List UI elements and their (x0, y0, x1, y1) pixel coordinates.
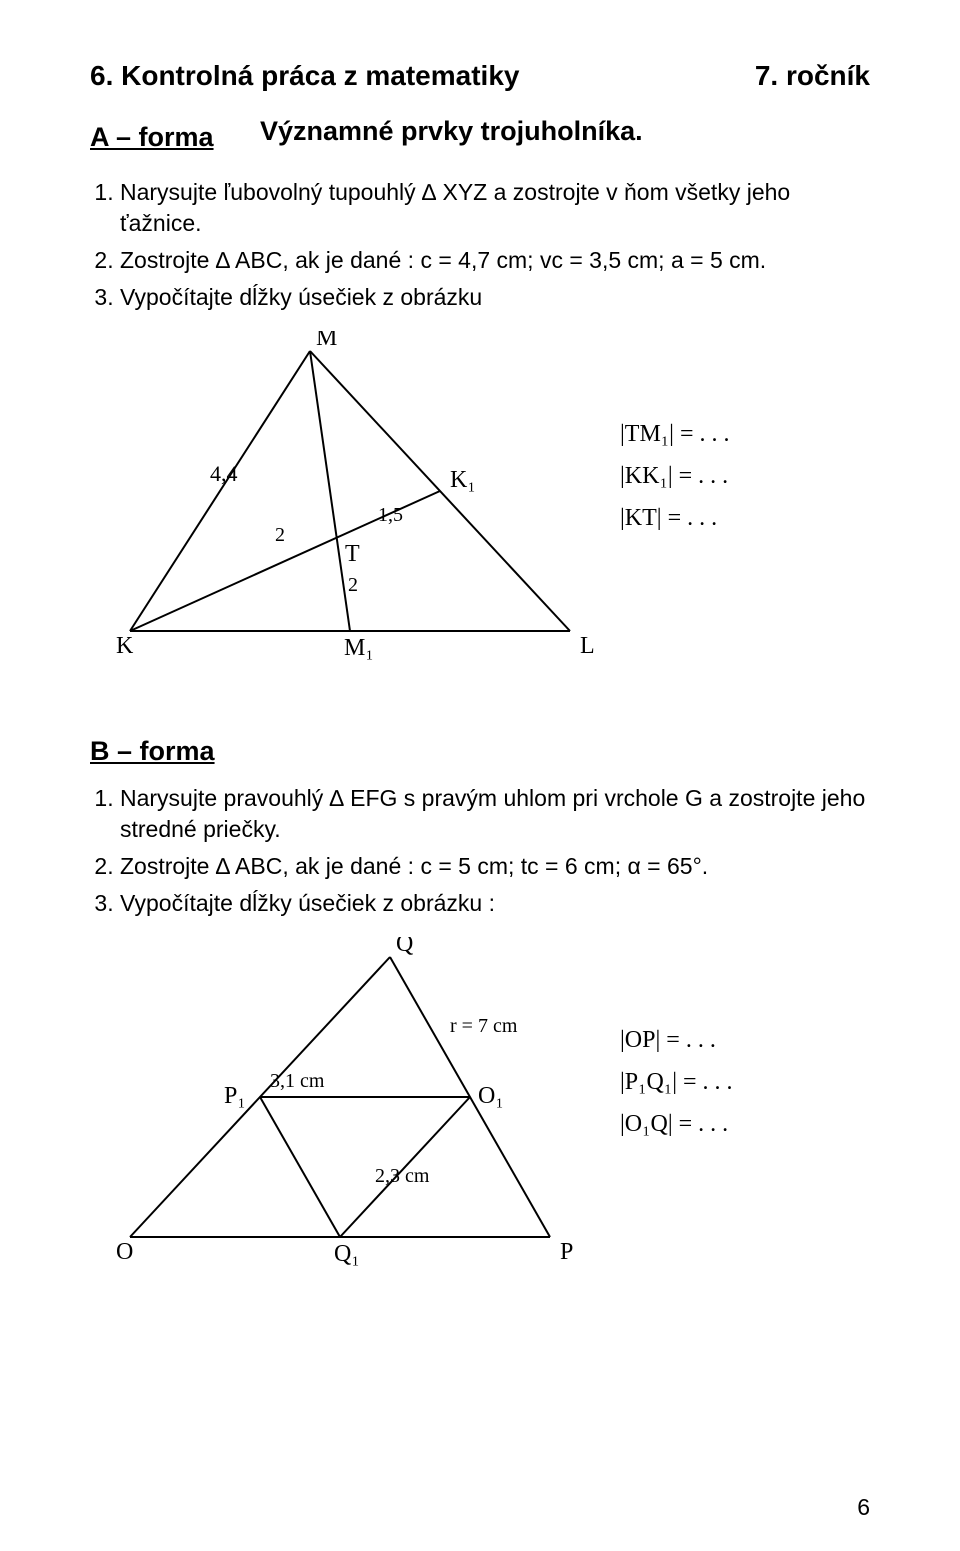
forma-a-label: A – forma (90, 122, 230, 153)
forma-a-task-2: Zostrojte ∆ ABC, ak je dané : c = 4,7 cm… (120, 245, 870, 276)
svg-text:3,1 cm: 3,1 cm (270, 1070, 325, 1092)
forma-b-task-2: Zostrojte ∆ ABC, ak je dané : c = 5 cm; … (120, 851, 870, 882)
svg-text:K: K (116, 633, 134, 659)
svg-text:T: T (345, 541, 360, 567)
forma-b-figure: O P Q Q₁ P₁ O₁ 3,1 cm 2,3 cm r = 7 cm |OP| = . . … (90, 937, 850, 1282)
svg-text:O₁: O₁ (478, 1083, 504, 1109)
forma-b-task-3: Vypočítajte dĺžky úsečiek z obrázku : (120, 888, 870, 919)
forma-a-tasks: Narysujte ľubovolný tupouhlý ∆ XYZ a zos… (90, 177, 870, 313)
svg-text:|O₁Q| = . . .: |O₁Q| = . . . (620, 1111, 728, 1137)
page-number: 6 (857, 1494, 870, 1521)
svg-text:O: O (116, 1239, 133, 1265)
svg-text:M: M (316, 331, 337, 351)
svg-text:1,5: 1,5 (378, 504, 403, 526)
svg-text:Q: Q (396, 937, 413, 957)
header-right: 7. ročník (755, 60, 870, 92)
svg-text:r = 7 cm: r = 7 cm (450, 1015, 518, 1037)
svg-text:|TM₁| = . . .: |TM₁| = . . . (620, 421, 730, 447)
svg-text:L: L (580, 633, 595, 659)
svg-text:Q₁: Q₁ (334, 1241, 360, 1267)
forma-a-task-3: Vypočítajte dĺžky úsečiek z obrázku (120, 282, 870, 313)
svg-text:P₁: P₁ (224, 1083, 246, 1109)
svg-text:M₁: M₁ (344, 635, 374, 661)
forma-a-figure: K L M M₁ K₁ T 4,4 2 1,5 2 |TM₁| = . . . |KK₁| = . .… (90, 331, 850, 676)
forma-b-task-1: Narysujte pravouhlý ∆ EFG s pravým uhlom… (120, 783, 870, 845)
svg-text:P: P (560, 1239, 573, 1265)
svg-text:K₁: K₁ (450, 467, 476, 493)
center-title: Významné prvky trojuholníka. (230, 116, 870, 147)
svg-text:2: 2 (275, 524, 285, 546)
svg-text:4,4: 4,4 (210, 461, 238, 486)
svg-text:|KT| = . . .: |KT| = . . . (620, 505, 717, 531)
forma-b-label: B – forma (90, 736, 870, 767)
svg-text:|OP| = . . .: |OP| = . . . (620, 1027, 716, 1053)
header-left: 6. Kontrolná práca z matematiky (90, 60, 519, 92)
svg-text:|P₁Q₁| = . . .: |P₁Q₁| = . . . (620, 1069, 733, 1095)
svg-text:2,3 cm: 2,3 cm (375, 1165, 430, 1187)
forma-a-task-1: Narysujte ľubovolný tupouhlý ∆ XYZ a zos… (120, 177, 870, 239)
forma-b-tasks: Narysujte pravouhlý ∆ EFG s pravým uhlom… (90, 783, 870, 919)
svg-text:2: 2 (348, 574, 358, 596)
svg-text:|KK₁| = . . .: |KK₁| = . . . (620, 463, 728, 489)
